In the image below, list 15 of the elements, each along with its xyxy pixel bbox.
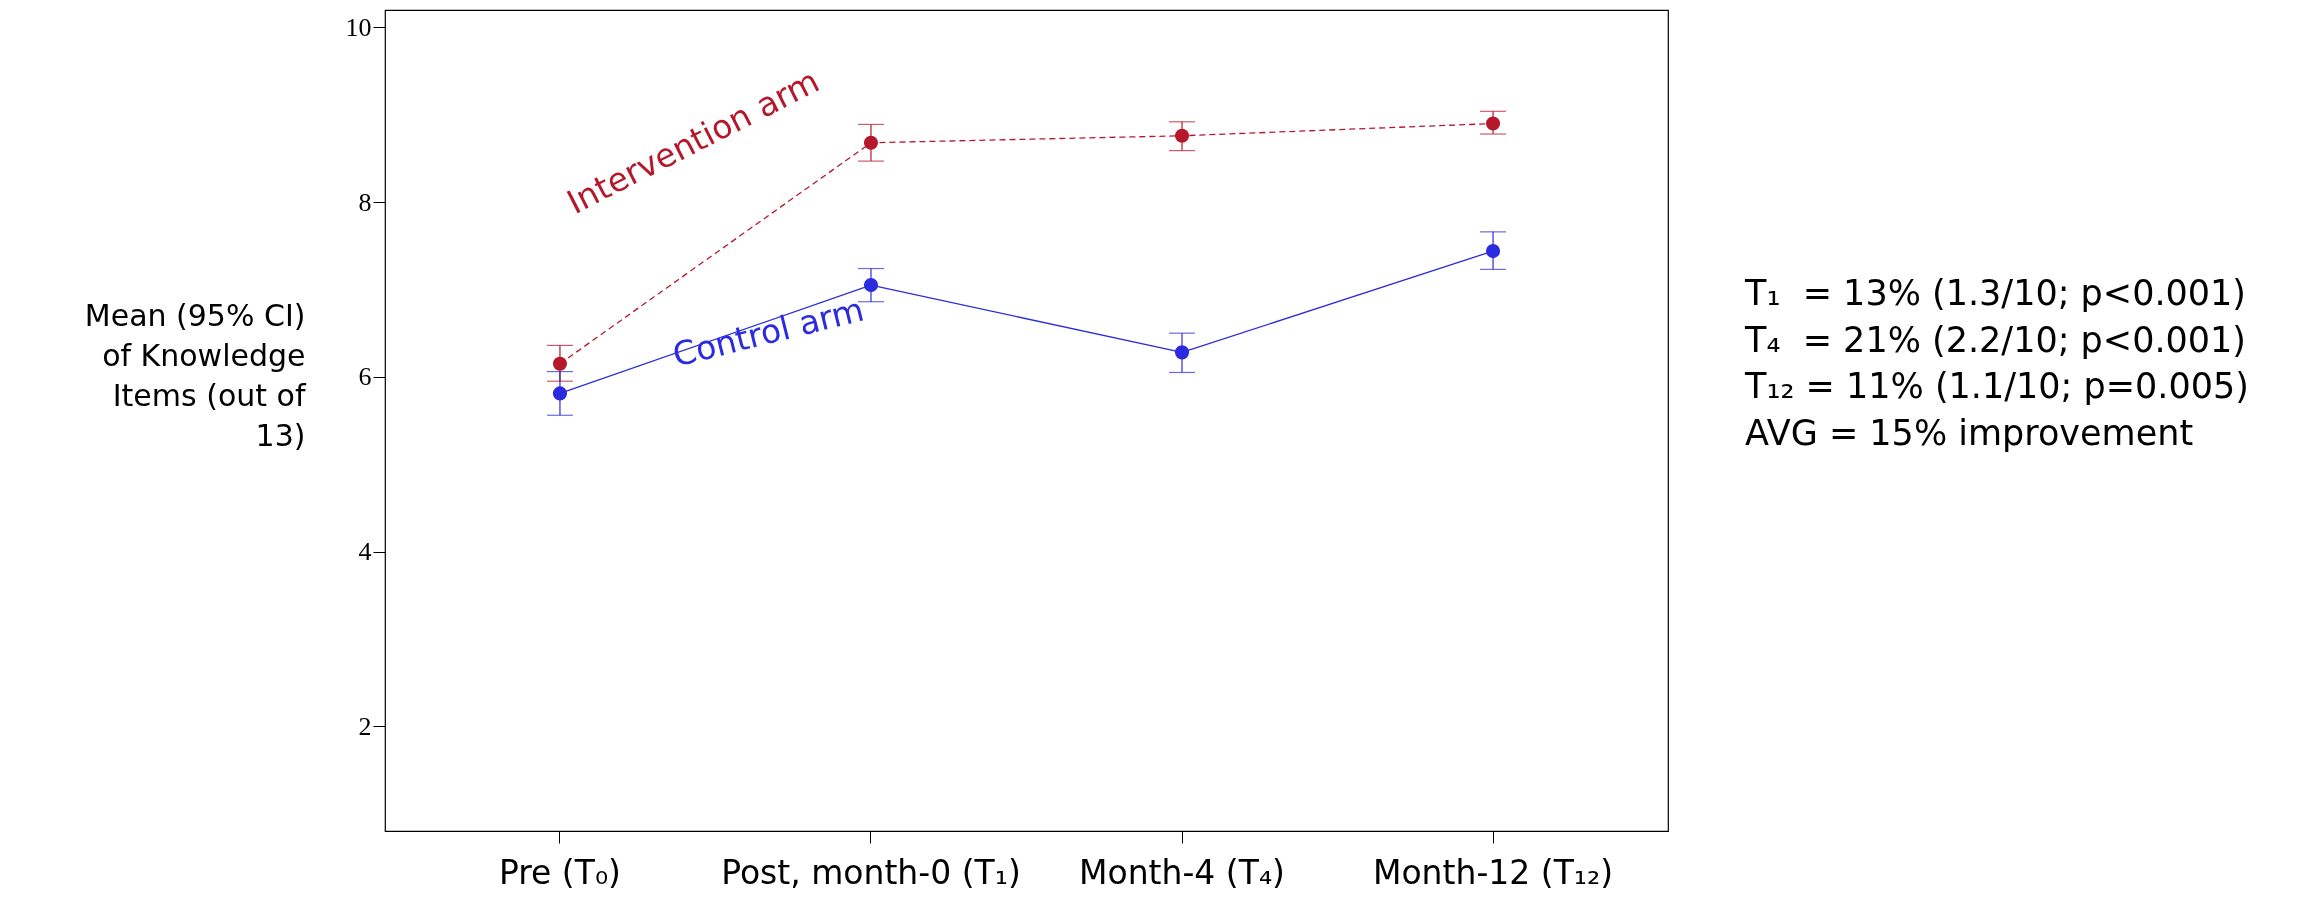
x-tick-label: Post, month-0 (T₁): [721, 852, 1021, 892]
x-tick-label: Month-12 (T₁₂): [1372, 852, 1614, 892]
text: T₁ = 13% (1.3/10; p<0.001): [1745, 272, 2247, 315]
y-tick-label: 2: [358, 711, 372, 741]
x-tick-label: Month-4 (T₄): [1079, 852, 1285, 892]
text: Control arm: [668, 289, 868, 375]
text: T₁₂ = 11% (1.1/10; p=0.005): [1745, 365, 2249, 409]
y-tick-label: 8: [358, 187, 372, 217]
y-tick-label: 4: [358, 537, 372, 567]
x-tick-label: Pre (T₀): [498, 852, 621, 892]
text: AVG = 15% improvement: [1745, 411, 2195, 455]
y-axis-title: Mean (95% CI) of Knowledge Items (out of 13): [84, 297, 307, 453]
y-tick-label: 10: [345, 12, 372, 42]
y-tick-label: 6: [358, 362, 372, 392]
text: T₄ = 21% (2.2/10; p<0.001): [1745, 318, 2247, 362]
